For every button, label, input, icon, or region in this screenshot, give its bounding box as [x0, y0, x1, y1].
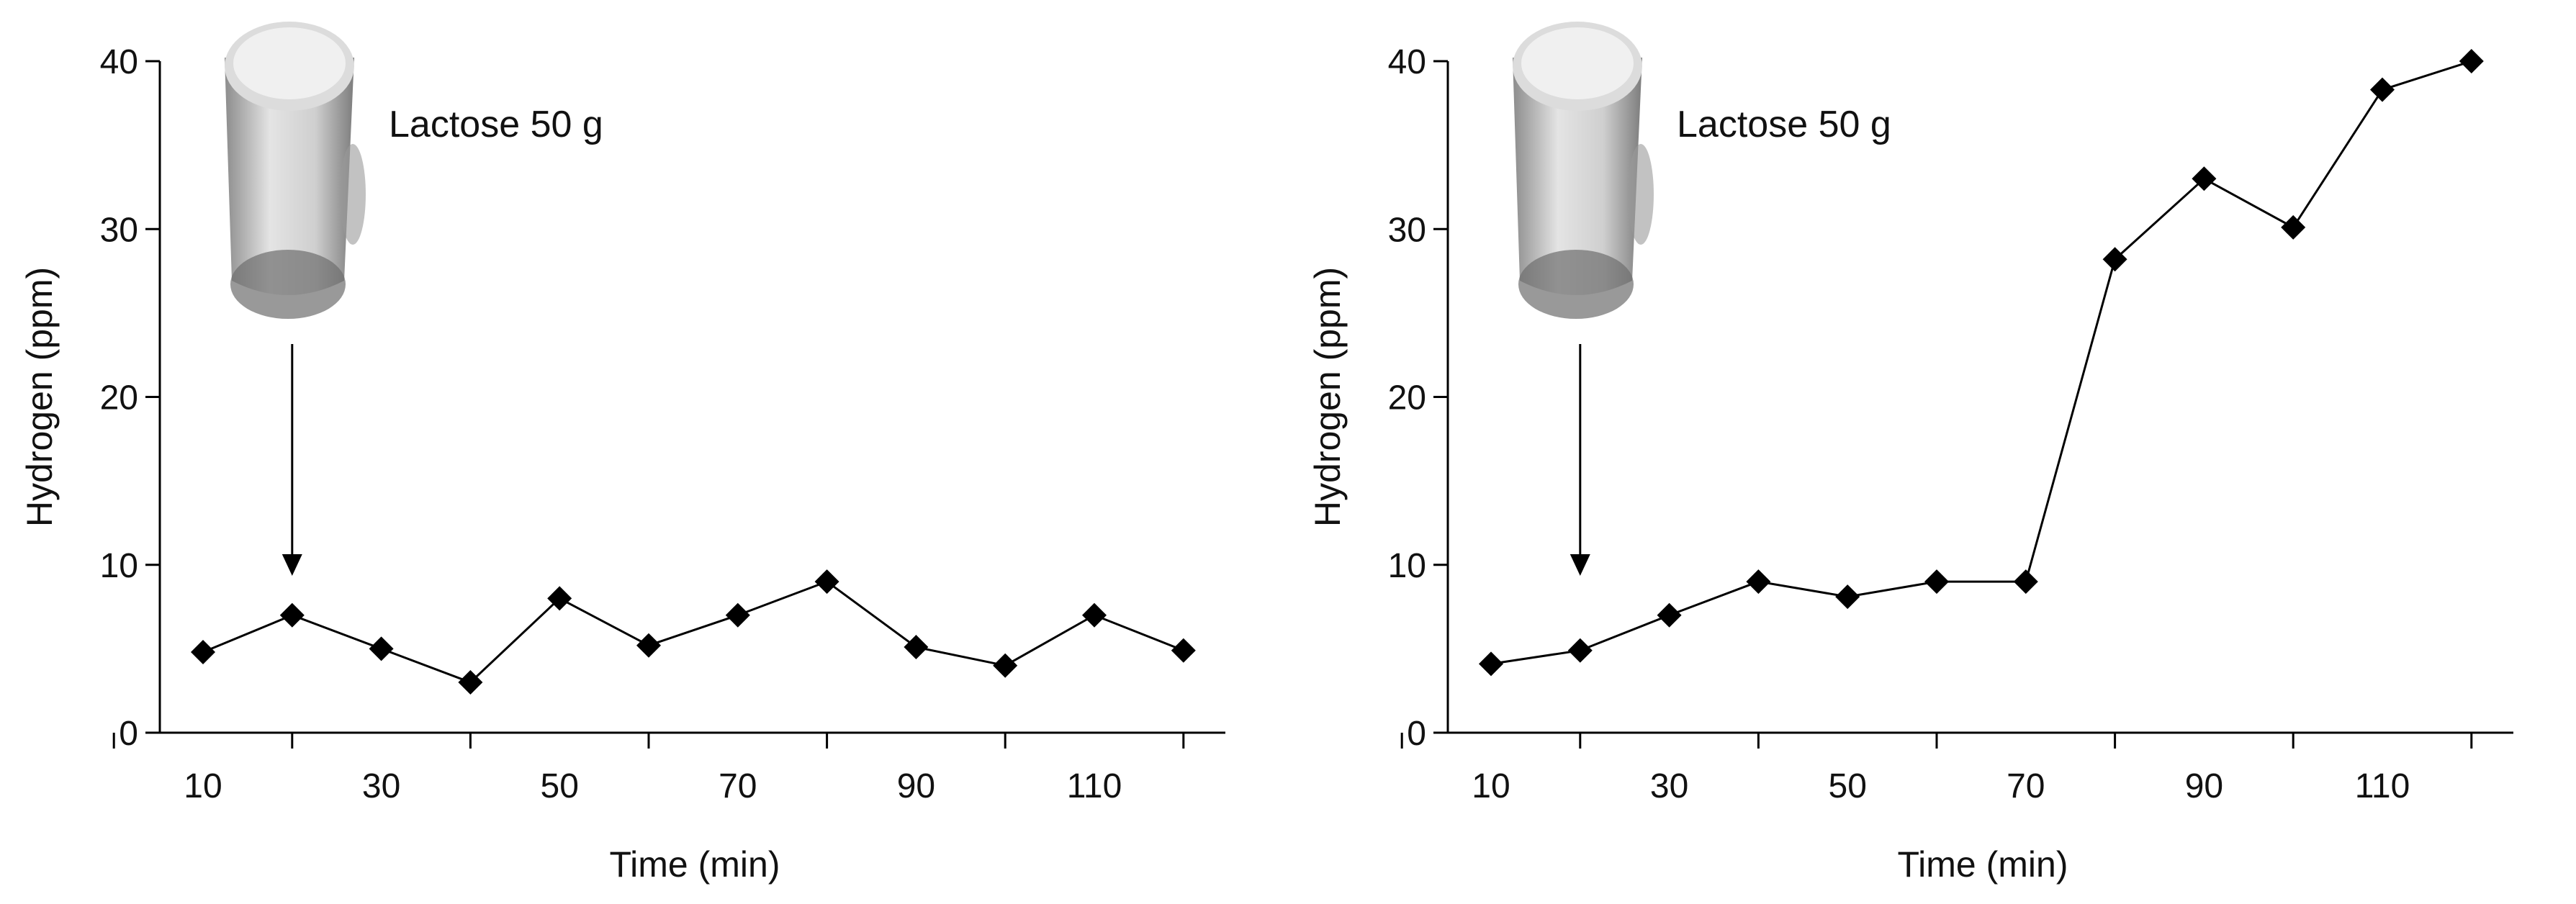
- x-axis-title: Time (min): [1897, 844, 2068, 885]
- data-point-marker: [1479, 651, 1503, 677]
- data-point-marker: [1924, 569, 1949, 595]
- y-tick-label: 30: [100, 211, 138, 249]
- data-point-marker: [904, 635, 929, 660]
- data-point-marker: [725, 602, 750, 628]
- data-point-marker: [993, 653, 1018, 678]
- series-line: [202, 580, 1184, 684]
- x-tick-label: 110: [2355, 767, 2410, 805]
- data-point-marker: [1082, 602, 1107, 628]
- glass-foam: [233, 27, 346, 99]
- glass-handle-shadow: [340, 144, 366, 245]
- x-tick-label: 30: [362, 767, 400, 805]
- x-tick-label: 90: [2185, 767, 2223, 805]
- y-tick-label: 40: [1388, 43, 1426, 81]
- x-tick-label: 70: [719, 767, 757, 805]
- data-point-marker: [2370, 77, 2395, 102]
- chart-panel-right: Lactose 50 g 0 10 20 30 40 10 30 50 70 90 110 Time (…: [1288, 0, 2576, 904]
- y-tick-label: 30: [1388, 211, 1426, 249]
- annotation-arrowhead: [282, 554, 302, 576]
- data-point-marker: [1746, 569, 1771, 595]
- chart-svg-left: Lactose 50 g 0 10 20 30 40 10 30 50 70 90 110 Time (…: [19, 22, 1225, 885]
- series-line: [1490, 60, 2472, 665]
- y-axis-title: Hydrogen (ppm): [1307, 267, 1348, 527]
- data-point-marker: [2459, 49, 2484, 73]
- y-axis-title: Hydrogen (ppm): [19, 267, 60, 527]
- data-point-marker: [2013, 569, 2038, 595]
- glass-bottom: [1518, 250, 1634, 319]
- x-tick-label: 90: [897, 767, 935, 805]
- x-tick-label: 10: [184, 767, 222, 805]
- data-point-marker: [1835, 584, 1860, 610]
- milk-glass-icon: [225, 22, 366, 319]
- data-point-marker: [1171, 638, 1196, 663]
- data-point-marker: [1567, 638, 1593, 663]
- y-tick-label: 20: [1388, 379, 1426, 417]
- chart-panel-left: Lactose 50 g 0 10 20 30 40 10 30 50 70 90 110 Time (…: [19, 22, 1225, 885]
- x-tick-label: 10: [1472, 767, 1510, 805]
- glass-body: [1513, 58, 1642, 295]
- chart-svg-right: Lactose 50 g 0 10 20 30 40 10 30 50 70 90 110 Time (…: [1307, 22, 2513, 885]
- data-point-marker: [279, 602, 305, 628]
- milk-glass-icon: [1513, 22, 1654, 319]
- data-point-marker: [369, 636, 394, 661]
- data-point-marker: [547, 586, 572, 611]
- glass-body: [225, 58, 354, 295]
- glass-foam: [1521, 27, 1634, 99]
- data-point-marker: [191, 640, 215, 665]
- x-tick-label: 70: [2007, 767, 2045, 805]
- annotation-arrowhead: [1570, 554, 1590, 576]
- y-tick-label: 10: [100, 547, 138, 585]
- y-tick-label: 0: [1407, 715, 1426, 753]
- x-tick-label: 30: [1650, 767, 1688, 805]
- y-tick-label: 40: [100, 43, 138, 81]
- y-tick-label: 0: [119, 715, 138, 753]
- y-tick-label: 20: [100, 379, 138, 417]
- data-point-marker: [636, 633, 661, 658]
- lactose-annotation: Lactose 50 g: [389, 104, 603, 145]
- glass-handle-shadow: [1628, 144, 1654, 245]
- data-point-marker: [1657, 602, 1682, 628]
- data-point-marker: [2192, 166, 2217, 191]
- x-axis-title: Time (min): [609, 844, 780, 885]
- data-point-marker: [814, 569, 839, 595]
- x-tick-label: 110: [1067, 767, 1122, 805]
- y-tick-label: 10: [1388, 547, 1426, 585]
- x-tick-label: 50: [1829, 767, 1867, 805]
- data-point-marker: [2102, 247, 2127, 272]
- lactose-annotation: Lactose 50 g: [1677, 104, 1891, 145]
- data-point-marker: [458, 670, 483, 695]
- glass-bottom: [230, 250, 346, 319]
- x-tick-label: 50: [541, 767, 579, 805]
- data-point-marker: [2281, 214, 2306, 240]
